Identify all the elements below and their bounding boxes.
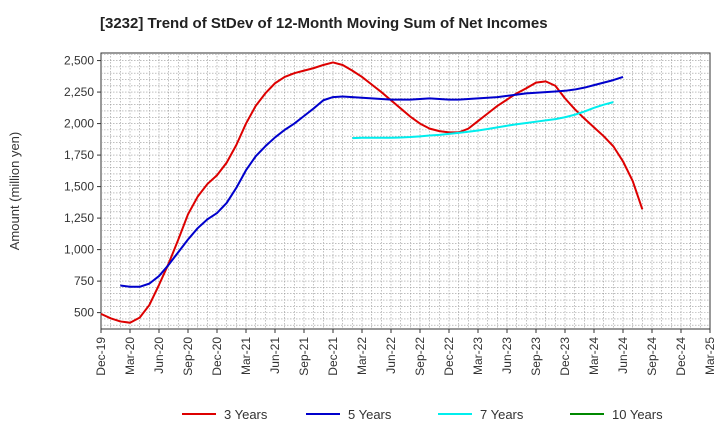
x-tick-label: Sep-20 [181,337,195,376]
x-tick-label: Mar-22 [355,337,369,375]
x-tick-label: Dec-24 [674,337,688,376]
x-tick-label: Dec-23 [558,337,572,376]
x-tick-label: Dec-21 [326,337,340,376]
x-tick-label: Dec-22 [442,337,456,376]
y-tick-label: 1,000 [64,243,94,257]
y-tick-label: 1,250 [64,211,94,225]
x-tick-label: Mar-21 [239,337,253,375]
y-tick-label: 1,500 [64,180,94,194]
series-line-3-years [100,61,644,324]
x-tick-label: Sep-24 [645,337,659,376]
legend-label: 10 Years [612,407,663,422]
x-tick-label: Dec-20 [210,337,224,376]
y-tick-label: 750 [74,274,94,288]
x-tick-label: Dec-19 [94,337,108,376]
chart-title: [3232] Trend of StDev of 12-Month Moving… [100,15,548,32]
y-tick-label: 2,000 [64,117,94,131]
x-tick-label: Sep-22 [413,337,427,376]
series-line-5-years [120,75,624,288]
legend-label: 7 Years [480,407,524,422]
x-tick-label: Sep-21 [297,337,311,376]
x-tick-label: Jun-21 [268,337,282,374]
legend: 3 Years 5 Years 7 Years 10 Years [182,407,663,422]
grid-lines [101,53,710,329]
x-axis-ticks: Dec-19 Mar-20 Jun-20 Sep-20 Dec-20 Mar-21 Jun-… [94,329,717,376]
y-tick-label: 500 [74,306,94,320]
x-tick-label: Mar-23 [471,337,485,375]
x-tick-label: Mar-25 [703,337,717,375]
x-tick-label: Mar-24 [587,337,601,375]
y-axis-ticks: 500 750 1,000 1,250 1,500 1,750 2,000 2,250 2,50… [64,54,101,320]
y-tick-label: 1,750 [64,148,94,162]
x-tick-label: Sep-23 [529,337,543,376]
legend-label: 3 Years [224,407,268,422]
y-tick-label: 2,250 [64,85,94,99]
x-tick-label: Jun-23 [500,337,514,374]
x-tick-label: Jun-22 [384,337,398,374]
legend-label: 5 Years [348,407,392,422]
y-tick-label: 2,500 [64,54,94,68]
series-lines [100,61,644,324]
x-tick-label: Mar-20 [123,337,137,375]
x-tick-label: Jun-24 [616,337,630,374]
series-line-7-years [352,101,614,140]
y-axis-label: Amount (million yen) [7,132,22,251]
x-tick-label: Jun-20 [152,337,166,374]
